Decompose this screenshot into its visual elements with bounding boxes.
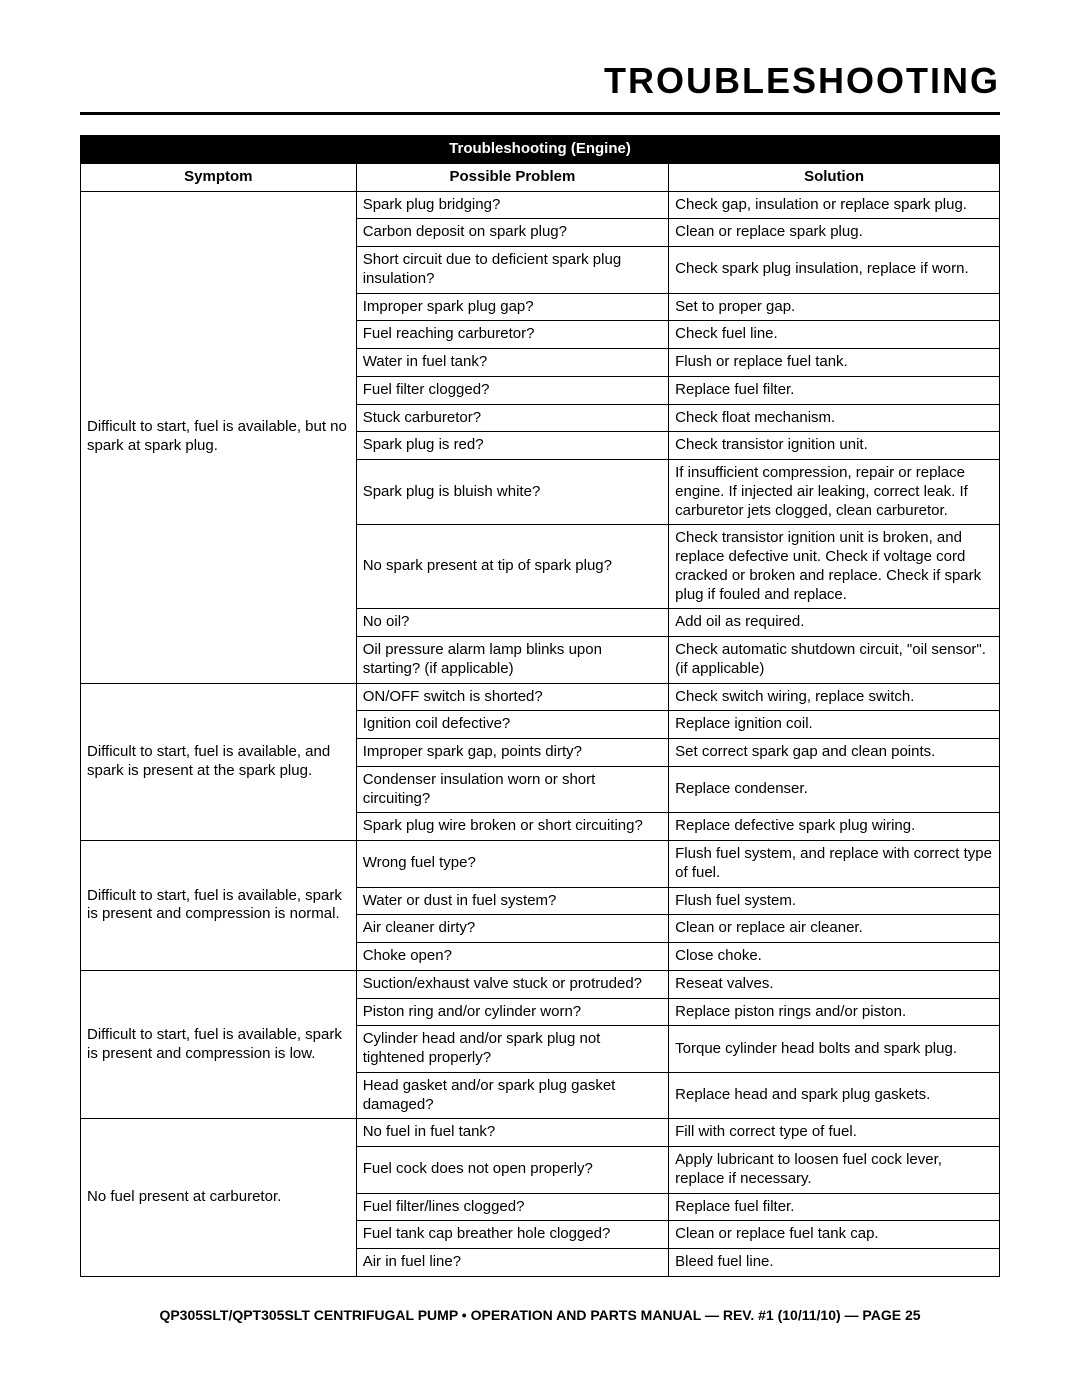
- problem-cell: Fuel filter/lines clogged?: [356, 1193, 668, 1221]
- problem-cell: Stuck carburetor?: [356, 404, 668, 432]
- solution-cell: Check spark plug insulation, replace if …: [669, 247, 1000, 294]
- problem-cell: Air cleaner dirty?: [356, 915, 668, 943]
- problem-cell: Spark plug is bluish white?: [356, 460, 668, 525]
- solution-cell: Clean or replace spark plug.: [669, 219, 1000, 247]
- solution-cell: Replace fuel filter.: [669, 376, 1000, 404]
- problem-cell: Water or dust in fuel system?: [356, 887, 668, 915]
- solution-cell: Set to proper gap.: [669, 293, 1000, 321]
- problem-cell: No oil?: [356, 609, 668, 637]
- column-header-solution: Solution: [669, 163, 1000, 191]
- table-title: Troubleshooting (Engine): [81, 136, 1000, 164]
- solution-cell: Clean or replace fuel tank cap.: [669, 1221, 1000, 1249]
- solution-cell: Check automatic shutdown circuit, "oil s…: [669, 637, 1000, 684]
- solution-cell: Set correct spark gap and clean points.: [669, 739, 1000, 767]
- problem-cell: Condenser insulation worn or short circu…: [356, 766, 668, 813]
- solution-cell: Check switch wiring, replace switch.: [669, 683, 1000, 711]
- problem-cell: Water in fuel tank?: [356, 349, 668, 377]
- solution-cell: Bleed fuel line.: [669, 1249, 1000, 1277]
- solution-cell: Check fuel line.: [669, 321, 1000, 349]
- solution-cell: Flush fuel system, and replace with corr…: [669, 841, 1000, 888]
- solution-cell: Replace defective spark plug wiring.: [669, 813, 1000, 841]
- solution-cell: Replace head and spark plug gaskets.: [669, 1072, 1000, 1119]
- problem-cell: Spark plug bridging?: [356, 191, 668, 219]
- troubleshooting-table: Troubleshooting (Engine) Symptom Possibl…: [80, 135, 1000, 1277]
- problem-cell: Choke open?: [356, 943, 668, 971]
- problem-cell: Fuel reaching carburetor?: [356, 321, 668, 349]
- problem-cell: Spark plug is red?: [356, 432, 668, 460]
- problem-cell: Spark plug wire broken or short circuiti…: [356, 813, 668, 841]
- problem-cell: Air in fuel line?: [356, 1249, 668, 1277]
- solution-cell: Apply lubricant to loosen fuel cock leve…: [669, 1147, 1000, 1194]
- symptom-cell: Difficult to start, fuel is available, b…: [81, 191, 357, 683]
- symptom-cell: Difficult to start, fuel is available, s…: [81, 970, 357, 1119]
- solution-cell: Torque cylinder head bolts and spark plu…: [669, 1026, 1000, 1073]
- problem-cell: Improper spark gap, points dirty?: [356, 739, 668, 767]
- problem-cell: No spark present at tip of spark plug?: [356, 525, 668, 609]
- problem-cell: Piston ring and/or cylinder worn?: [356, 998, 668, 1026]
- solution-cell: Check transistor ignition unit is broken…: [669, 525, 1000, 609]
- solution-cell: Flush fuel system.: [669, 887, 1000, 915]
- symptom-cell: Difficult to start, fuel is available, s…: [81, 841, 357, 971]
- problem-cell: Suction/exhaust valve stuck or protruded…: [356, 970, 668, 998]
- solution-cell: Check transistor ignition unit.: [669, 432, 1000, 460]
- problem-cell: Fuel filter clogged?: [356, 376, 668, 404]
- problem-cell: Improper spark plug gap?: [356, 293, 668, 321]
- solution-cell: Add oil as required.: [669, 609, 1000, 637]
- problem-cell: Head gasket and/or spark plug gasket dam…: [356, 1072, 668, 1119]
- problem-cell: Fuel cock does not open properly?: [356, 1147, 668, 1194]
- symptom-cell: Difficult to start, fuel is available, a…: [81, 683, 357, 841]
- solution-cell: If insufficient compression, repair or r…: [669, 460, 1000, 525]
- problem-cell: Ignition coil defective?: [356, 711, 668, 739]
- column-header-problem: Possible Problem: [356, 163, 668, 191]
- problem-cell: Fuel tank cap breather hole clogged?: [356, 1221, 668, 1249]
- solution-cell: Reseat valves.: [669, 970, 1000, 998]
- solution-cell: Check float mechanism.: [669, 404, 1000, 432]
- solution-cell: Replace fuel filter.: [669, 1193, 1000, 1221]
- problem-cell: Oil pressure alarm lamp blinks upon star…: [356, 637, 668, 684]
- problem-cell: ON/OFF switch is shorted?: [356, 683, 668, 711]
- symptom-cell: No fuel present at carburetor.: [81, 1119, 357, 1277]
- problem-cell: No fuel in fuel tank?: [356, 1119, 668, 1147]
- page-title: TROUBLESHOOTING: [80, 60, 1000, 115]
- problem-cell: Carbon deposit on spark plug?: [356, 219, 668, 247]
- problem-cell: Cylinder head and/or spark plug not tigh…: [356, 1026, 668, 1073]
- solution-cell: Replace piston rings and/or piston.: [669, 998, 1000, 1026]
- solution-cell: Flush or replace fuel tank.: [669, 349, 1000, 377]
- solution-cell: Fill with correct type of fuel.: [669, 1119, 1000, 1147]
- problem-cell: Wrong fuel type?: [356, 841, 668, 888]
- solution-cell: Replace ignition coil.: [669, 711, 1000, 739]
- page-footer: QP305SLT/QPT305SLT CENTRIFUGAL PUMP • OP…: [80, 1307, 1000, 1323]
- solution-cell: Close choke.: [669, 943, 1000, 971]
- column-header-symptom: Symptom: [81, 163, 357, 191]
- problem-cell: Short circuit due to deficient spark plu…: [356, 247, 668, 294]
- solution-cell: Check gap, insulation or replace spark p…: [669, 191, 1000, 219]
- solution-cell: Clean or replace air cleaner.: [669, 915, 1000, 943]
- solution-cell: Replace condenser.: [669, 766, 1000, 813]
